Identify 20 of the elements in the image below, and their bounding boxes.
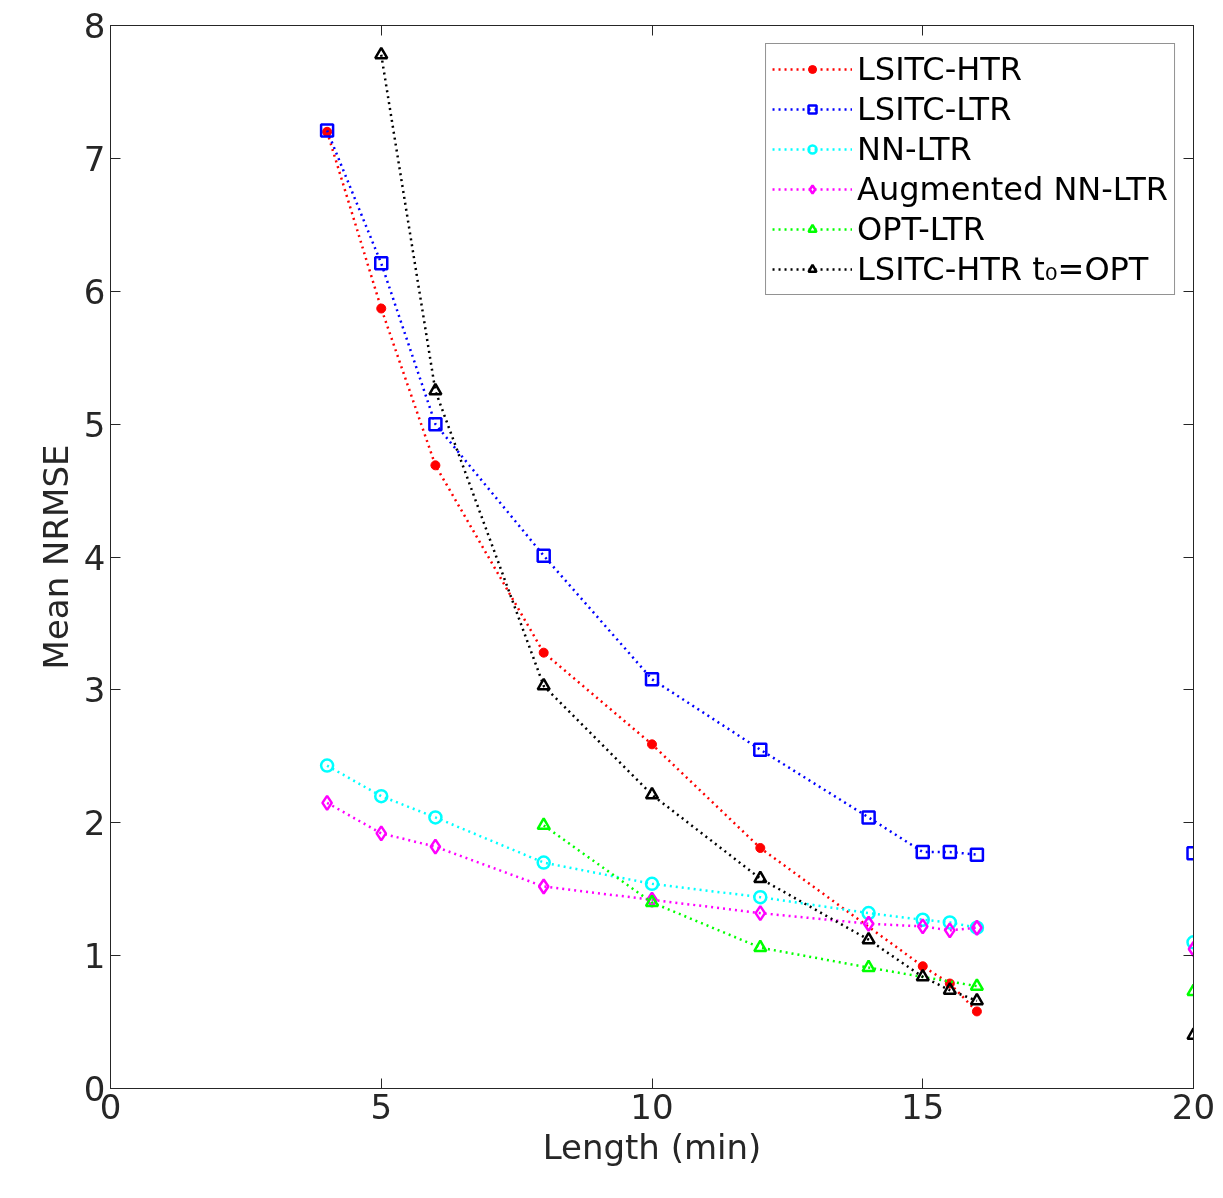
- y-tick-label: 5: [83, 404, 106, 445]
- y-tick-label: 8: [83, 6, 106, 46]
- legend-label: LSITC-LTR: [857, 90, 1012, 128]
- legend-label: LSITC-HTR: [857, 50, 1023, 88]
- legend-label: Augmented NN-LTR: [857, 170, 1168, 208]
- legend-label: NN-LTR: [857, 130, 972, 168]
- x-tick-label: 20: [1171, 1086, 1216, 1127]
- y-tick-label: 4: [83, 537, 106, 578]
- y-tick-label: 2: [83, 803, 106, 844]
- y-tick-label: 6: [83, 271, 106, 312]
- x-tick-label: 15: [901, 1086, 945, 1127]
- x-tick-label: 5: [370, 1086, 393, 1127]
- y-tick-label: 3: [83, 670, 106, 711]
- y-tick-label: 1: [83, 936, 106, 977]
- x-tick-label: 10: [630, 1086, 674, 1127]
- y-tick-label: 7: [83, 138, 106, 179]
- legend-label: LSITC-HTR t₀=OPT: [857, 250, 1149, 288]
- legend-label: OPT-LTR: [857, 210, 985, 248]
- x-axis-title: Length (min): [542, 1126, 762, 1167]
- y-axis-title: Mean NRMSE: [35, 444, 76, 670]
